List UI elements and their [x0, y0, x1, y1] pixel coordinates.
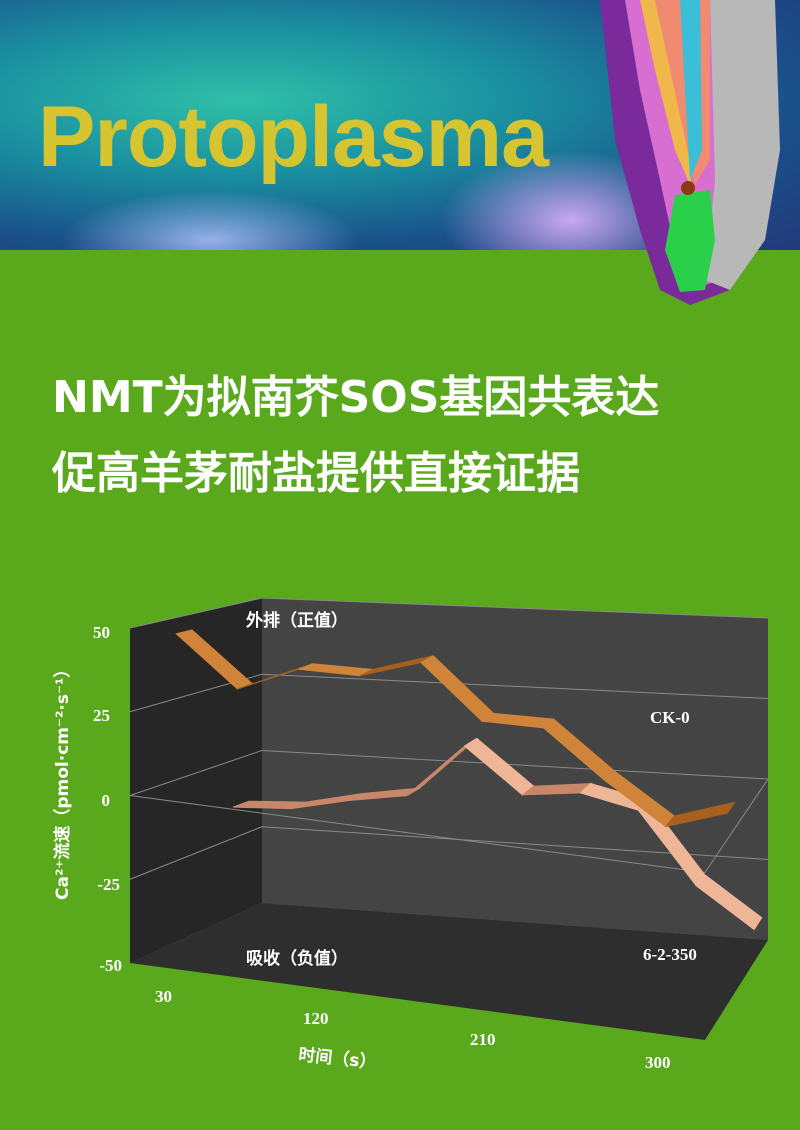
- gridline: [129, 750, 263, 796]
- banner-glow: [60, 190, 360, 250]
- y-axis-label: Ca²⁺流速（pmol·cm⁻²·s⁻¹）: [52, 661, 73, 900]
- journal-name: Protoplasma: [38, 89, 549, 185]
- gridline: [261, 597, 769, 619]
- gridline: [261, 750, 769, 780]
- x-tick-label: 210: [470, 1030, 496, 1049]
- back-wall: [262, 598, 768, 940]
- y-tick-label: 0: [102, 791, 111, 810]
- x-axis-label: 时间（s）: [297, 1044, 377, 1073]
- y-tick-label: 25: [93, 706, 110, 725]
- ribbon-segment-6-2-350: [695, 873, 763, 931]
- x-tick-label: 300: [645, 1053, 671, 1072]
- y-tick-label: -50: [99, 956, 122, 975]
- floor: [130, 903, 768, 1040]
- x-tick-label: 120: [303, 1009, 329, 1028]
- y-tick-label: 50: [93, 623, 110, 642]
- gridline: [129, 597, 263, 629]
- annotation-influx: 吸收（负值）: [246, 948, 348, 969]
- zero-plane-edge: [704, 778, 769, 873]
- headline-line-1: NMT为拟南芥SOS基因共表达: [52, 372, 660, 423]
- headline-line-2: 促高羊茅耐盐提供直接证据: [52, 448, 580, 499]
- ribbon-segment-CK-0: [664, 801, 736, 828]
- root-tip-illustration: [600, 0, 780, 305]
- gridline: [129, 826, 263, 880]
- side-wall: [130, 598, 262, 963]
- annotation-efflux: 外排（正值）: [246, 610, 348, 631]
- ca-flux-3d-chart: 50 25 0 -25 -50 30 120 210 300 时间（s） Ca²…: [52, 597, 769, 1073]
- headline: NMT为拟南芥SOS基因共表达 促高羊茅耐盐提供直接证据: [52, 360, 659, 512]
- gridline: [261, 673, 769, 699]
- zero-plane-edge: [129, 795, 706, 873]
- x-tick-label: 30: [155, 987, 172, 1006]
- series-label-6-2-350: 6-2-350: [643, 945, 697, 964]
- series-label-ck0: CK-0: [650, 708, 690, 727]
- y-tick-label: -25: [97, 875, 120, 894]
